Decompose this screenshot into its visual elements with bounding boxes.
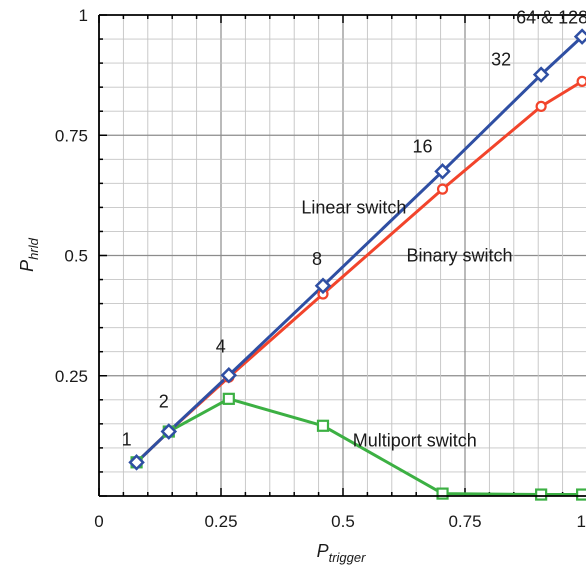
data-point-square	[576, 488, 586, 501]
x-tick-label: 0.75	[448, 512, 481, 531]
series-name-label: Linear switch	[301, 197, 406, 217]
x-tick-label: 0.5	[331, 512, 355, 531]
data-point-square	[436, 487, 449, 500]
data-point-diamond	[573, 28, 586, 45]
data-markers	[128, 28, 586, 501]
series-name-label: Binary switch	[406, 246, 512, 266]
point-label: 2	[159, 392, 169, 412]
data-point-square	[316, 419, 330, 432]
series-line	[135, 80, 583, 464]
series-line	[135, 35, 584, 464]
data-point-square	[222, 392, 235, 405]
series-lines	[135, 35, 584, 497]
plot-border	[98, 14, 586, 497]
data-point-circle	[436, 183, 449, 195]
data-point-diamond	[160, 423, 178, 440]
data-point-diamond	[128, 454, 145, 471]
y-tick-label: 0.5	[64, 247, 88, 266]
y-axis-label: Phrld	[17, 237, 41, 271]
x-tick-label: 1	[577, 512, 586, 531]
data-point-diamond	[314, 277, 332, 295]
data-point-square	[535, 488, 548, 501]
x-axis-label: Ptrigger	[317, 541, 367, 565]
x-tick-label: 0	[94, 512, 103, 531]
point-label: 8	[312, 249, 322, 269]
y-tick-label: 0.75	[55, 126, 88, 145]
point-label: 4	[216, 336, 226, 356]
grid	[99, 15, 586, 496]
data-point-circle	[535, 100, 547, 112]
point-label: 16	[413, 136, 433, 156]
point-label: 32	[491, 50, 511, 70]
series-name-label: Multiport switch	[353, 431, 477, 451]
y-tick-label: 0.25	[55, 367, 88, 386]
point-label: 64 & 128	[516, 8, 586, 28]
x-tick-label: 0.25	[204, 512, 237, 531]
data-point-diamond	[220, 367, 238, 384]
labels: 0 0.25 0.5 0.75 1 0.25 0.5 0.75 1 1 2 4 8 16 32 64 & 12…	[55, 6, 586, 531]
point-label: 1	[122, 429, 132, 449]
data-point-diamond	[532, 66, 550, 83]
data-point-circle	[576, 75, 586, 87]
y-tick-label: 1	[79, 6, 88, 25]
data-point-diamond	[434, 163, 451, 180]
